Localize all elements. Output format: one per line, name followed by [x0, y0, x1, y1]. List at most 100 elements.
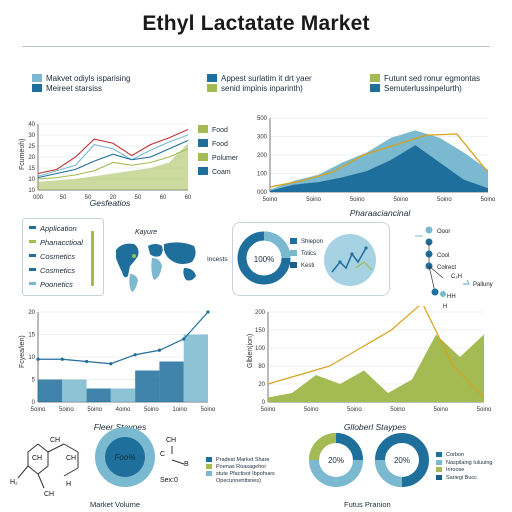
chem-label: CH [44, 491, 54, 498]
data-point [84, 359, 89, 364]
donut-3-label: 20% [328, 456, 344, 465]
legend-label: Pradest Market Share [216, 457, 270, 463]
application-item-label: Cosmetics [40, 266, 76, 275]
y-tick-label: 200 [257, 153, 268, 159]
legend-swatch [198, 125, 208, 133]
legend-swatch [29, 240, 36, 243]
series-line [38, 311, 209, 365]
magnifier-chart [324, 234, 376, 286]
donut-chart-3: 20% [309, 433, 363, 487]
legend-right-side: Food Food Polumer Coam [198, 124, 238, 180]
legend-swatch [29, 226, 36, 229]
series-line-gold [269, 133, 489, 188]
y-axis-label: Fcumeoh) [19, 138, 26, 170]
y-tick-label: 0 [262, 400, 266, 406]
x-tick-label: 5oino [437, 197, 452, 203]
legend-label: senid impinis inparinth) [221, 84, 303, 93]
x-tick-label: 50 [60, 195, 67, 201]
chem-label: B [184, 461, 189, 468]
application-item-label: Poonetics [40, 280, 73, 289]
x-tick-label: 5oino [433, 407, 448, 413]
legend-label: Kesti [301, 263, 315, 269]
legend-label: Tolics [301, 251, 317, 257]
chem-label: CH [66, 455, 76, 462]
legend-label: stute Pfactisot Ibpohues [216, 471, 275, 477]
y-tick-label: 000 [257, 190, 268, 196]
y-tick-label: 10 [28, 177, 35, 183]
x-tick-label: 5oino [144, 407, 159, 413]
legend-label: Food [212, 141, 228, 148]
chem-label: CH [50, 437, 60, 444]
series-area [38, 143, 188, 190]
bar [86, 388, 111, 402]
world-map-icon [116, 242, 196, 292]
legend-label: Naspilaing Iuluuing [446, 459, 493, 466]
chart-bottom-left-caption: Fleer Staypes [93, 422, 147, 432]
legend-label: Corbon [446, 452, 465, 458]
chem-label: C [160, 451, 165, 458]
legend-swatch [198, 153, 208, 161]
legend-swatch [370, 84, 380, 92]
chem-label: H₂ [10, 479, 18, 486]
application-bar [91, 231, 94, 286]
bottom-left-caption: Market Volume [90, 500, 141, 509]
legend-swatch [29, 282, 36, 285]
donut-4-label: 20% [394, 456, 410, 465]
y-axis-label: Fcyea/ien) [19, 335, 26, 368]
y-tick-label: 100 [255, 346, 266, 352]
data-point [60, 357, 64, 361]
chart-top-left-caption: Gesfeatios [89, 198, 131, 208]
chemical-structure-right: CH C B Sex:0 [160, 437, 189, 484]
legend-swatch [198, 167, 208, 175]
series-line [37, 134, 189, 177]
legend-swatch [29, 268, 36, 271]
y-tick-label: 80 [258, 364, 265, 370]
y-tick-label: 5 [32, 378, 36, 384]
legend-top-mid: Appest surlatim it drt yaer senid impini… [207, 74, 312, 94]
x-tick-label: 5oino [477, 407, 492, 413]
y-tick-label: 150 [255, 328, 266, 334]
application-item-label: Phanacctioal [40, 238, 83, 247]
bar [135, 370, 160, 402]
application-item-label: Application [40, 224, 77, 233]
x-tick-label: 4oino [116, 407, 131, 413]
data-point [157, 348, 162, 352]
data-point [206, 310, 210, 314]
data-point [133, 353, 137, 357]
data-point [36, 357, 40, 361]
x-tick-label: 000 [33, 195, 44, 201]
donut-chart-4: 20% [375, 433, 429, 487]
legend-label: Food [212, 127, 228, 134]
x-tick-label: 5oino [261, 407, 276, 413]
y-axis-label: Glblen(ion) [247, 334, 254, 368]
data-point [109, 362, 113, 366]
legend-label: Semuterlussinpelurth) [384, 84, 462, 93]
legend-label: Makvet odiyls isparising [46, 74, 131, 83]
donut-1-label: 100% [254, 255, 274, 264]
x-tick-label: 5oino [31, 407, 46, 413]
molecule-diagram: Ooor Cool Colrect C₂H Palluny HH H [415, 226, 493, 310]
y-tick-label: 25 [28, 144, 35, 150]
legend-label: Meireet starsiss [46, 84, 103, 93]
x-tick-label: 1oino [172, 407, 187, 413]
molecule-label: Cool [437, 253, 449, 259]
x-tick-label: 5oino [390, 407, 405, 413]
application-item-label: Cosmetics [40, 252, 76, 261]
y-tick-label: 200 [255, 310, 266, 316]
legend-top-right: Futunt sed ronur egmontas Semuterlussinp… [370, 74, 480, 94]
y-tick-label: 15 [28, 333, 35, 339]
molecule-label: HH [447, 294, 456, 300]
bar [183, 334, 208, 402]
legend-label: Futunt sed ronur egmontas [384, 74, 481, 83]
y-tick-label: 0 [32, 400, 36, 406]
molecule-label: Colrect [437, 265, 456, 271]
x-tick-label: 5oino [306, 197, 321, 203]
map-label: Kayure [135, 229, 158, 236]
bottom-right-caption: Futus Pranion [344, 500, 391, 509]
series-line [37, 139, 189, 179]
application-item: Application [29, 224, 77, 234]
x-tick-label: 5oino [201, 407, 216, 413]
y-tick-label: 10 [28, 355, 35, 361]
x-tick-label: 50 [135, 195, 142, 201]
